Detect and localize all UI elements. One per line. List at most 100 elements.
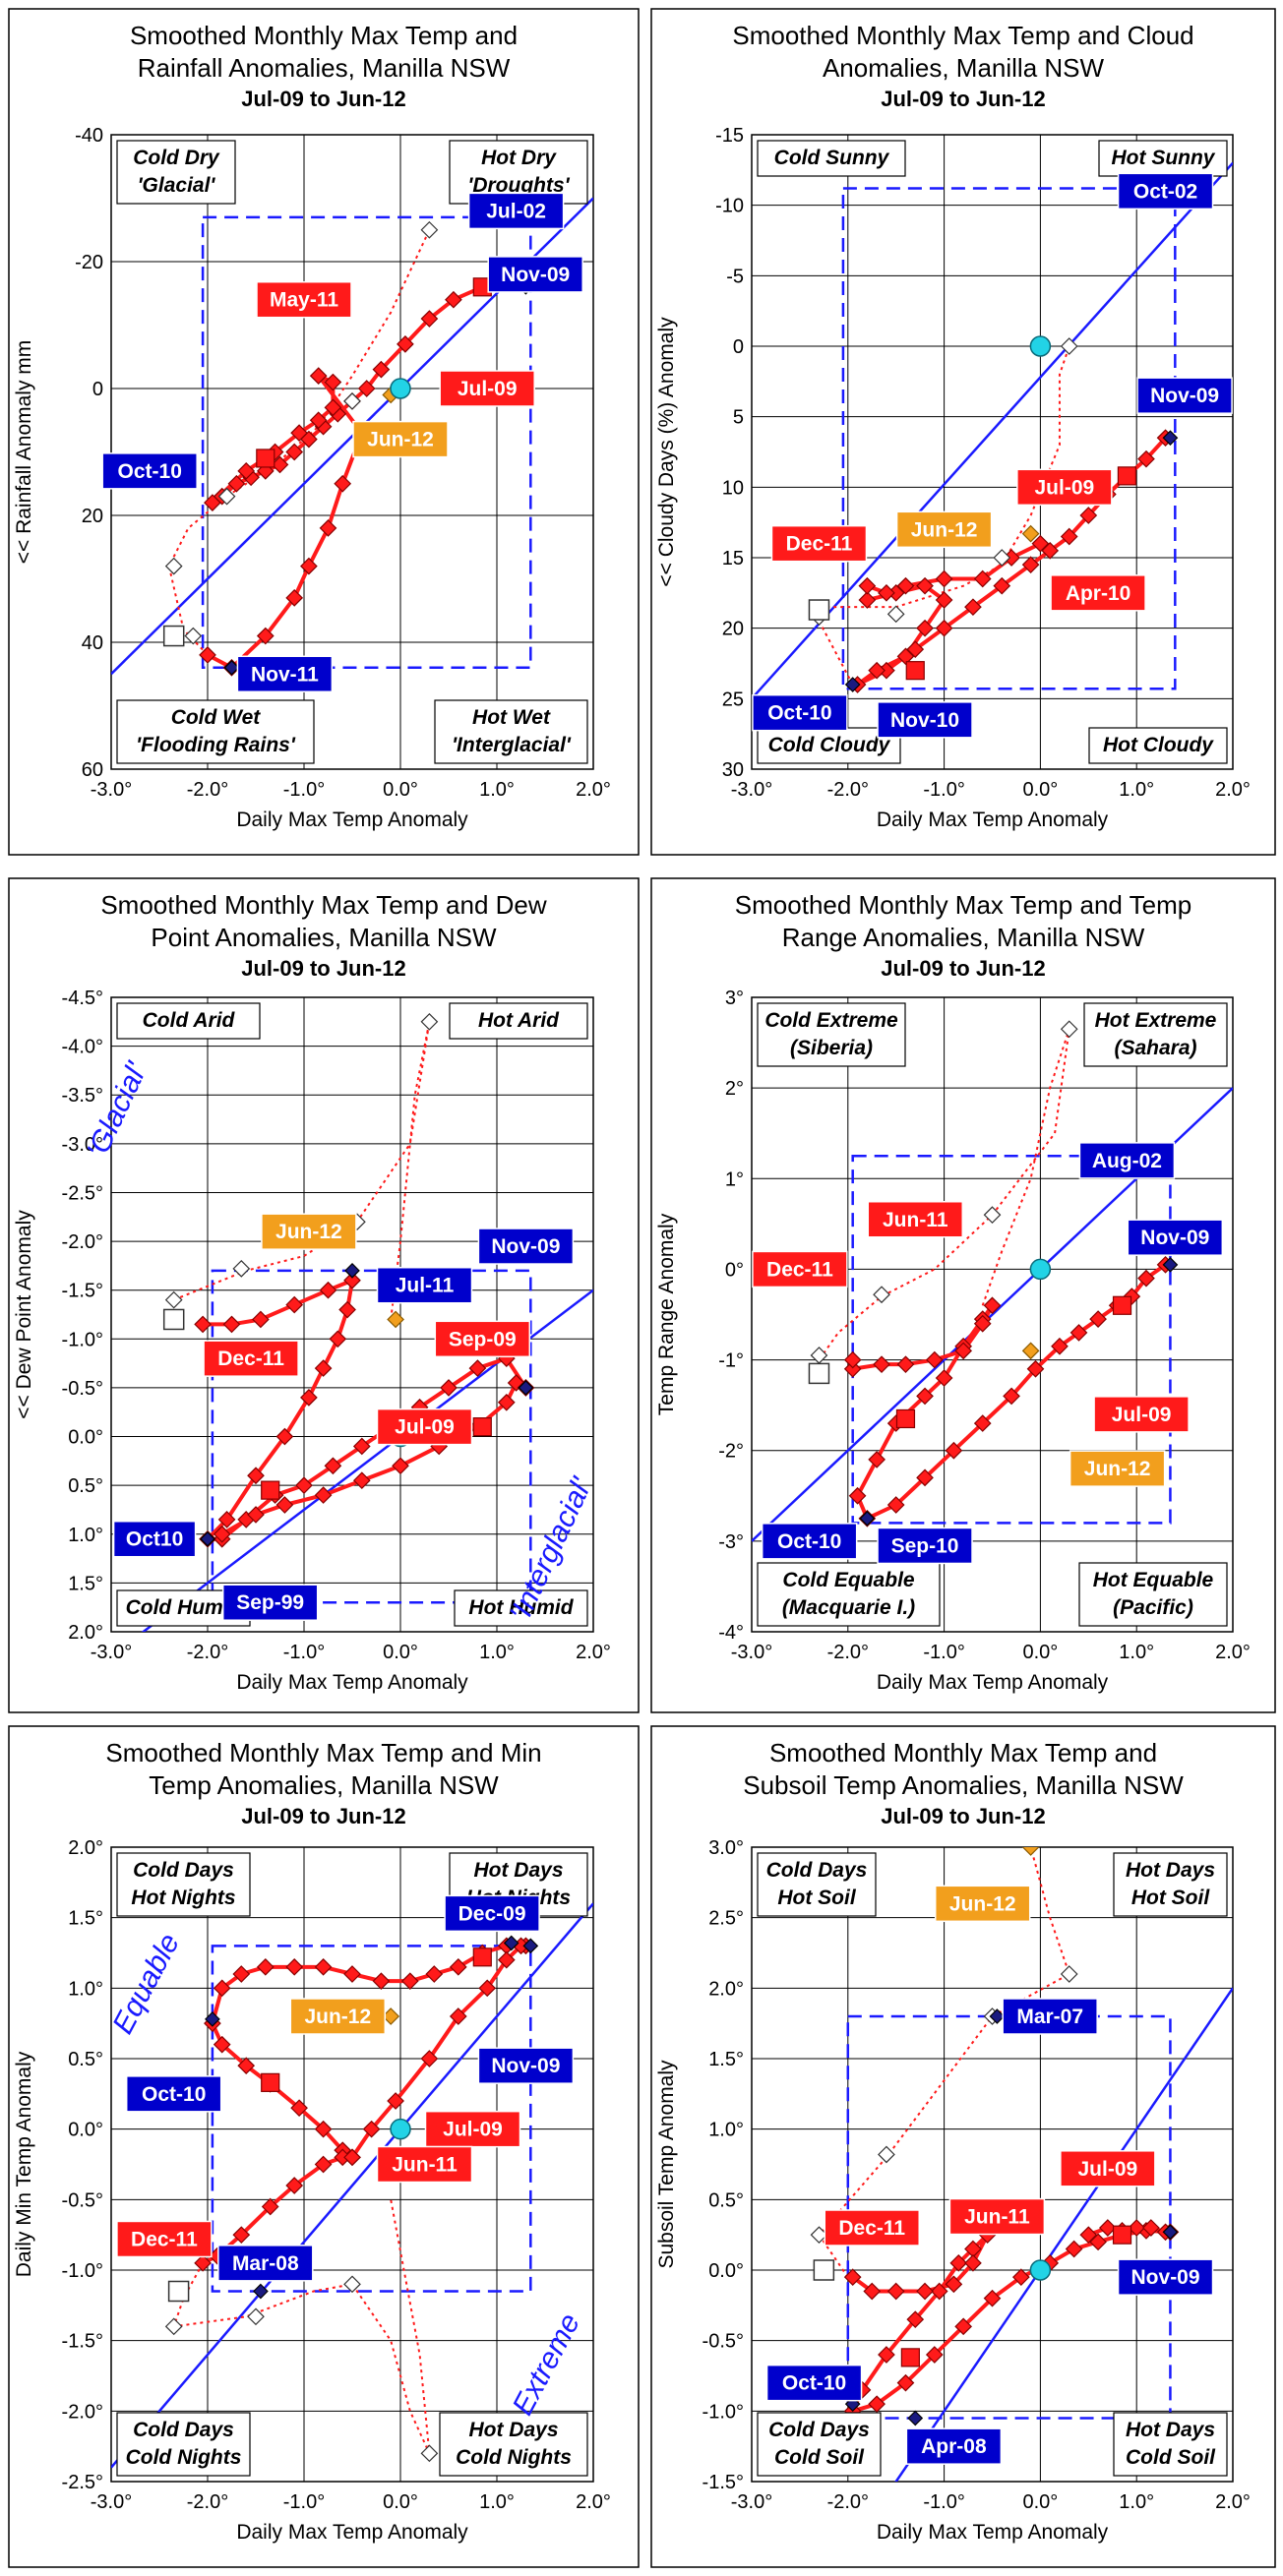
data-point: [964, 598, 982, 617]
open-point-square: [808, 599, 830, 621]
callout-box: [1060, 2150, 1156, 2187]
callout-box: [467, 192, 565, 230]
data-point-square: [256, 449, 275, 468]
y-tick-label: 20: [722, 619, 744, 640]
data-point: [194, 1315, 212, 1334]
y-axis-label: Subsoil Temp Anomaly: [655, 2060, 678, 2269]
x-tick-label: -1.0°: [283, 1642, 325, 1663]
y-tick-label: -2°: [718, 1441, 744, 1463]
x-axis-label: Daily Max Temp Anomaly: [236, 809, 468, 831]
data-point: [222, 1315, 241, 1334]
callout-box: [289, 1998, 387, 2035]
callout-label: Dec-11: [838, 2217, 905, 2240]
x-tick-label: 2.0°: [576, 2491, 611, 2513]
y-tick-label: -1.0°: [62, 2260, 103, 2282]
callout-label: Sep-09: [449, 1328, 517, 1350]
callout-label: Nov-09: [1150, 385, 1219, 407]
y-tick-label: -4.5°: [62, 988, 103, 1009]
data-point: [324, 1457, 342, 1475]
data-point: [204, 494, 221, 511]
data-point: [1079, 2226, 1098, 2245]
data-point: [275, 1427, 294, 1446]
callout-orange: Jun-12: [289, 1998, 387, 2035]
navy-point: [859, 1510, 876, 1527]
data-point: [343, 1965, 361, 1983]
callout-red: Apr-10: [1050, 574, 1146, 612]
data-point: [445, 290, 462, 309]
callout-box: [934, 1885, 1031, 1923]
callout-label: Jun-12: [304, 2006, 371, 2028]
data-point: [896, 1355, 915, 1374]
data-point: [397, 335, 414, 353]
x-tick-label: 0.0°: [383, 2491, 418, 2513]
origin-point: [390, 378, 411, 399]
dotted-trail-line: [818, 1028, 1070, 1361]
x-tick-label: 1.0°: [479, 1642, 515, 1663]
corner-label-text: Cold Dry: [133, 147, 220, 169]
corner-label-text: Cold Days: [133, 2419, 234, 2441]
open-point: [164, 1290, 183, 1309]
y-tick-label: 0.5°: [68, 1475, 103, 1497]
chart-title: Smoothed Monthly Max Temp and Temp: [735, 890, 1191, 920]
x-axis-label: Daily Max Temp Anomaly: [877, 2521, 1109, 2544]
data-point: [896, 647, 915, 666]
y-tick-label: 20: [82, 506, 103, 527]
x-axis-label: Daily Max Temp Anomaly: [236, 2521, 468, 2544]
data-point: [1142, 2219, 1160, 2237]
data-point: [1069, 1324, 1088, 1342]
y-tick-label: -2.5°: [62, 2472, 103, 2493]
callout-label: Oct-10: [777, 1530, 841, 1553]
range-box: [841, 187, 1177, 690]
data-point: [1060, 527, 1078, 546]
corner-label: Hot Sunny: [1098, 140, 1228, 177]
callout-box: [1016, 468, 1113, 507]
callout-red: Dec-11: [116, 2220, 213, 2258]
y-tick-label: 2.0°: [68, 1837, 103, 1859]
y-tick-label: -10: [715, 196, 744, 217]
corner-label-text: Hot Days: [1126, 1859, 1215, 1882]
callout-blue: Oct-10: [752, 693, 848, 732]
data-point: [213, 1525, 231, 1543]
corner-label: Cold Arid: [116, 1002, 261, 1040]
data-point: [237, 462, 256, 480]
corner-label-box: [434, 699, 588, 764]
data-point-square: [472, 1417, 492, 1437]
y-tick-label: 1.5°: [68, 1573, 103, 1594]
x-tick-label: 0.0°: [1022, 779, 1058, 801]
data-layer: [111, 197, 593, 677]
callout-orange: Jun-12: [1069, 1450, 1166, 1487]
data-point: [247, 1467, 265, 1485]
data-point: [295, 1476, 313, 1495]
data-point: [319, 519, 337, 537]
data-point: [954, 1342, 973, 1360]
callout-label: Mar-08: [232, 2252, 299, 2275]
data-point: [1089, 2233, 1107, 2251]
data-point: [930, 2282, 948, 2301]
data-point: [420, 2050, 439, 2067]
corner-label-text: 'Flooding Rains': [136, 734, 296, 756]
data-point: [858, 576, 877, 595]
data-point: [285, 2177, 304, 2194]
callout-blue: Nov-10: [877, 701, 973, 739]
callout-label: Nov-10: [890, 709, 959, 732]
trend-line: [111, 1902, 593, 2469]
corner-label-text: Cold Soil: [774, 2446, 865, 2469]
y-tick-label: 1.0°: [68, 1525, 103, 1546]
callout-label: Aug-02: [1092, 1150, 1162, 1172]
data-layer: [111, 1902, 593, 2469]
x-tick-label: -1.0°: [923, 1642, 964, 1663]
data-point: [247, 1506, 265, 1524]
corner-label-text: Hot Wet: [472, 706, 551, 729]
callout-box: [477, 2047, 575, 2084]
callout-label: Nov-09: [491, 2055, 560, 2077]
callout-box: [895, 510, 993, 549]
callout-blue: Oct-10: [125, 2075, 222, 2113]
data-point: [232, 1965, 251, 1983]
data-point: [372, 360, 391, 379]
navy-point: [200, 1530, 215, 1547]
data-point-square: [261, 2072, 280, 2092]
x-axis-label: Daily Max Temp Anomaly: [877, 1671, 1109, 1694]
data-point: [213, 1979, 231, 1998]
data-point: [290, 424, 308, 442]
data-point: [449, 1957, 467, 1976]
